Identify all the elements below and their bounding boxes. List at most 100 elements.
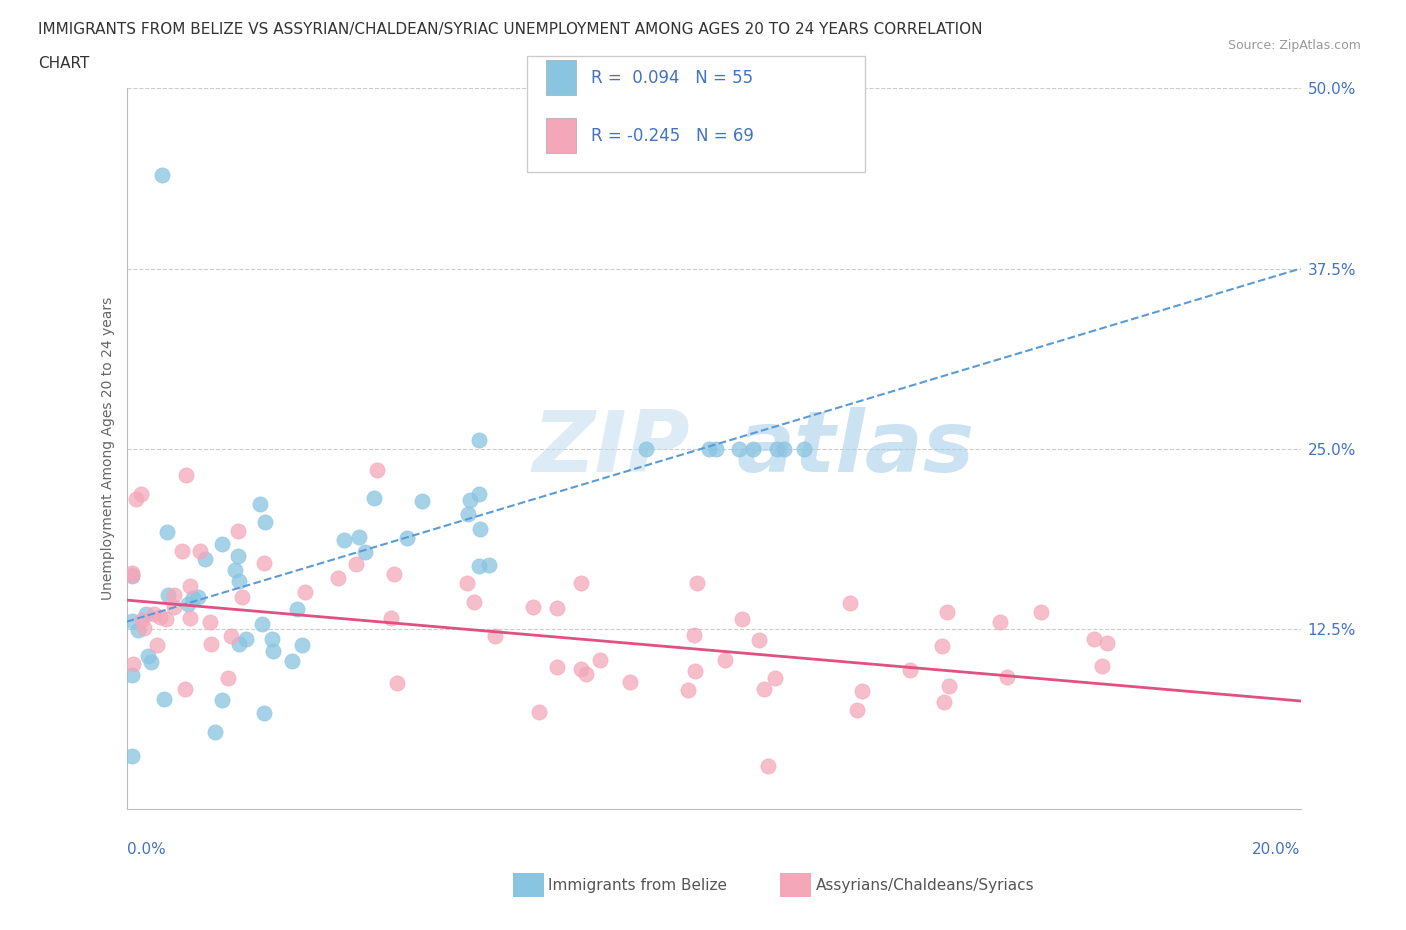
Point bbox=[995, 670, 1018, 684]
Point bbox=[211, 693, 233, 708]
Text: CHART: CHART bbox=[38, 56, 90, 71]
Point bbox=[148, 610, 170, 625]
Point bbox=[200, 636, 222, 651]
Point bbox=[546, 660, 568, 675]
Point bbox=[204, 724, 226, 739]
Point bbox=[756, 759, 779, 774]
Point bbox=[575, 667, 598, 682]
Point bbox=[281, 654, 304, 669]
Point bbox=[458, 492, 481, 507]
Point bbox=[467, 487, 489, 502]
Point bbox=[124, 492, 146, 507]
Point bbox=[731, 611, 754, 626]
Point bbox=[344, 556, 367, 571]
Text: ZIP: ZIP bbox=[533, 407, 690, 490]
Point bbox=[363, 490, 385, 505]
Point bbox=[155, 612, 177, 627]
Point bbox=[938, 679, 960, 694]
Point bbox=[931, 639, 953, 654]
Text: Source: ZipAtlas.com: Source: ZipAtlas.com bbox=[1227, 39, 1361, 52]
Point bbox=[478, 558, 501, 573]
Point bbox=[349, 529, 371, 544]
Point bbox=[179, 578, 201, 593]
Point bbox=[333, 533, 356, 548]
Point bbox=[136, 649, 159, 664]
Text: Immigrants from Belize: Immigrants from Belize bbox=[548, 878, 727, 893]
Point bbox=[457, 506, 479, 521]
Point bbox=[522, 599, 544, 614]
Point bbox=[145, 637, 167, 652]
Point bbox=[231, 590, 253, 604]
Point bbox=[900, 663, 922, 678]
Point bbox=[235, 631, 257, 646]
Point bbox=[752, 681, 775, 696]
Point bbox=[851, 684, 873, 698]
Point bbox=[1029, 604, 1052, 619]
Point bbox=[683, 627, 706, 642]
Point bbox=[467, 432, 489, 447]
Point bbox=[253, 706, 276, 721]
Point bbox=[224, 563, 246, 578]
Point bbox=[463, 594, 485, 609]
Point bbox=[219, 629, 242, 644]
Point bbox=[766, 442, 789, 457]
Point bbox=[385, 676, 408, 691]
Point bbox=[676, 683, 699, 698]
Text: R = -0.245   N = 69: R = -0.245 N = 69 bbox=[591, 126, 754, 145]
Point bbox=[366, 462, 388, 477]
Point bbox=[121, 749, 143, 764]
Point bbox=[845, 702, 868, 717]
Point bbox=[228, 636, 250, 651]
Point bbox=[249, 497, 271, 512]
Point bbox=[253, 515, 276, 530]
Text: 0.0%: 0.0% bbox=[127, 842, 166, 857]
Point bbox=[793, 442, 815, 457]
Point bbox=[932, 695, 955, 710]
Point bbox=[326, 570, 349, 585]
Point bbox=[527, 705, 550, 720]
Point bbox=[380, 610, 402, 625]
Point bbox=[294, 585, 316, 600]
Point bbox=[291, 637, 314, 652]
Point bbox=[174, 468, 197, 483]
Point bbox=[131, 487, 153, 502]
Point bbox=[226, 524, 249, 538]
Point bbox=[121, 613, 143, 628]
Point bbox=[484, 629, 506, 644]
Text: R =  0.094   N = 55: R = 0.094 N = 55 bbox=[591, 69, 752, 86]
Point bbox=[177, 597, 200, 612]
Point bbox=[121, 569, 143, 584]
Point bbox=[217, 671, 239, 686]
Point bbox=[163, 600, 186, 615]
Point bbox=[569, 576, 592, 591]
Point bbox=[1083, 631, 1105, 646]
Point bbox=[142, 606, 165, 621]
Point bbox=[411, 493, 433, 508]
Point bbox=[157, 588, 180, 603]
Point bbox=[470, 522, 492, 537]
Point bbox=[748, 633, 770, 648]
Point bbox=[156, 525, 179, 539]
Point bbox=[198, 615, 221, 630]
Point bbox=[260, 632, 283, 647]
Point bbox=[704, 442, 727, 457]
Y-axis label: Unemployment Among Ages 20 to 24 years: Unemployment Among Ages 20 to 24 years bbox=[101, 297, 115, 601]
Point bbox=[131, 612, 153, 627]
Point bbox=[619, 675, 641, 690]
Text: atlas: atlas bbox=[737, 407, 976, 490]
Point bbox=[285, 602, 308, 617]
Point bbox=[252, 617, 274, 631]
Point bbox=[181, 591, 204, 605]
Point bbox=[571, 661, 593, 676]
Point bbox=[686, 576, 709, 591]
Point bbox=[728, 442, 751, 457]
Point bbox=[170, 543, 193, 558]
Point bbox=[456, 576, 478, 591]
Point bbox=[395, 530, 418, 545]
Point bbox=[546, 601, 568, 616]
Point bbox=[211, 537, 233, 551]
Point bbox=[135, 607, 157, 622]
Point bbox=[988, 615, 1011, 630]
Point bbox=[150, 167, 173, 182]
Point bbox=[228, 574, 250, 589]
